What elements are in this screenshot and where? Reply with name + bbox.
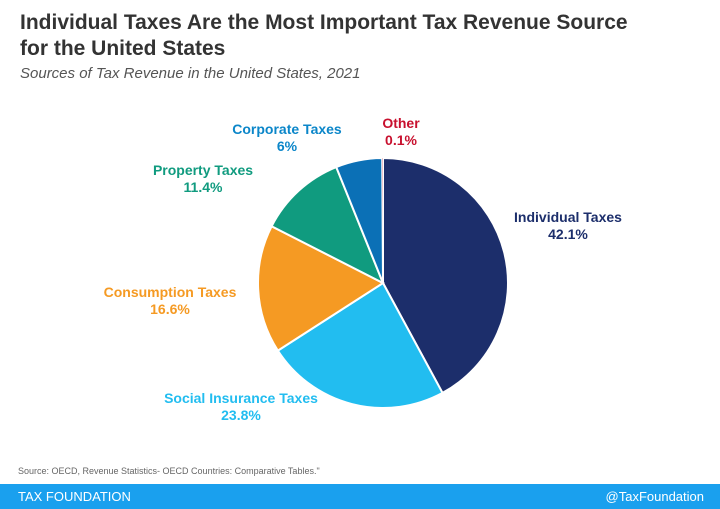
- pie-slice-other: [381, 157, 384, 284]
- slice-value-label: 0.1%: [385, 132, 417, 148]
- slice-value-label: 16.6%: [150, 301, 190, 317]
- slice-value-label: 6%: [277, 138, 298, 154]
- footer-handle: @TaxFoundation: [605, 489, 704, 504]
- source-note: Source: OECD, Revenue Statistics- OECD C…: [18, 466, 320, 476]
- footer-bar: TAX FOUNDATION @TaxFoundation: [0, 484, 720, 509]
- slice-name-label: Corporate Taxes: [232, 121, 342, 137]
- pie-slice-individual-taxes: [382, 156, 509, 395]
- slice-value-label: 23.8%: [221, 407, 261, 423]
- slice-name-label: Social Insurance Taxes: [164, 390, 318, 406]
- slice-name-label: Property Taxes: [153, 162, 253, 178]
- chart-title: Individual Taxes Are the Most Important …: [20, 11, 628, 60]
- footer-brand: TAX FOUNDATION: [18, 489, 131, 504]
- pie-slice-social-insurance-taxes: [276, 281, 444, 409]
- pie-slice-consumption-taxes: [257, 224, 386, 353]
- chart-subtitle: Sources of Tax Revenue in the United Sta…: [20, 65, 361, 82]
- slice-name-label: Individual Taxes: [514, 209, 622, 225]
- pie-slice-property-taxes: [270, 165, 385, 286]
- slice-name-label: Other: [382, 115, 420, 131]
- slice-name-label: Consumption Taxes: [104, 284, 237, 300]
- slice-value-label: 11.4%: [184, 179, 223, 195]
- slice-value-label: 42.1%: [548, 226, 588, 242]
